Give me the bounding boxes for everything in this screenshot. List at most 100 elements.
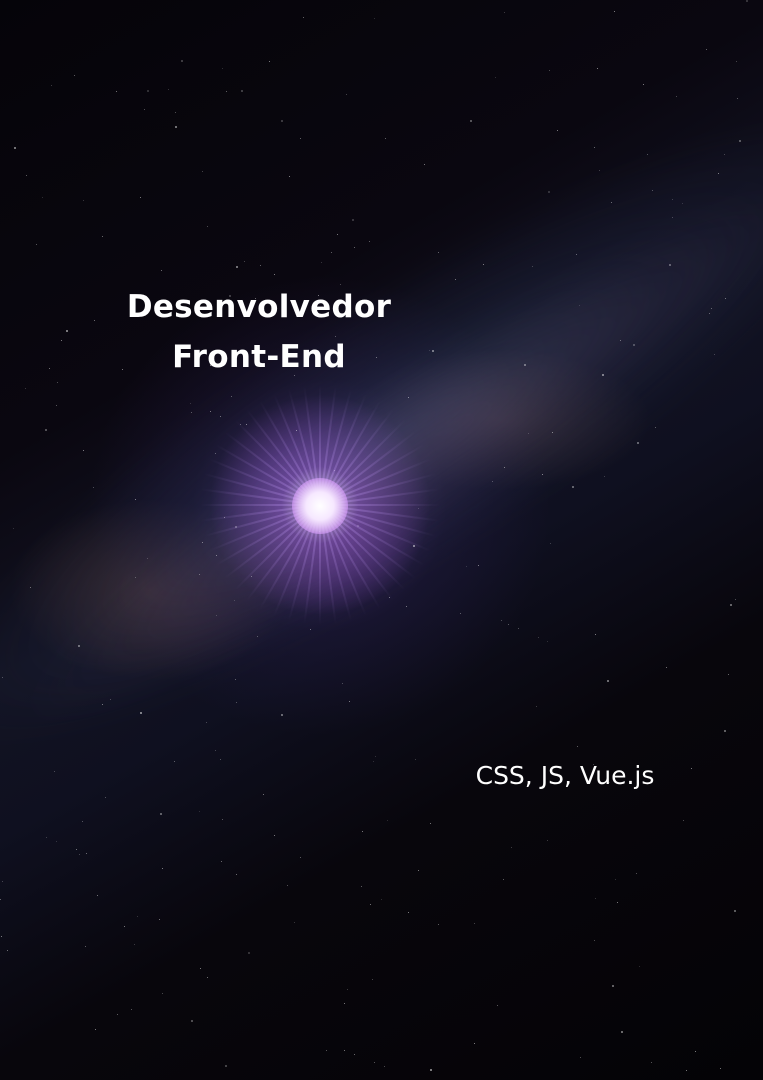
star-dot (508, 624, 509, 625)
star-dot (281, 120, 283, 122)
star-dot (672, 199, 673, 200)
star-dot (210, 411, 211, 412)
star-dot (257, 636, 258, 637)
star-dot (161, 270, 162, 271)
star-dot (122, 369, 123, 370)
star-dot (191, 412, 192, 413)
star-dot (736, 61, 737, 62)
star-dot (536, 706, 537, 707)
star-dot (274, 274, 275, 275)
star-dot (720, 1068, 721, 1069)
star-dot (159, 919, 160, 920)
star-dot (349, 701, 350, 702)
star-dot (56, 841, 57, 842)
star-dot (26, 175, 27, 176)
star-dot (160, 813, 162, 815)
star-dot (241, 90, 243, 92)
star-dot (344, 1003, 345, 1004)
star-dot (181, 60, 183, 62)
star-dot (340, 284, 341, 285)
star-dot (432, 350, 434, 352)
star-dot (547, 641, 548, 642)
star-dot (175, 126, 177, 128)
star-dot (191, 1020, 193, 1022)
star-dot (105, 797, 106, 798)
star-dot (547, 840, 548, 841)
star-dot (137, 916, 138, 917)
star-dot (594, 940, 595, 941)
star-dot (234, 600, 235, 601)
star-dot (511, 847, 512, 848)
poster-title: Desenvolvedor Front-End (100, 282, 418, 382)
star-dot (595, 634, 596, 635)
star-dot (746, 0, 748, 2)
star-dot (532, 266, 533, 267)
star-dot (438, 252, 439, 253)
star-dot (56, 405, 57, 406)
star-dot (470, 120, 472, 122)
star-dot (231, 396, 232, 397)
star-dot (460, 613, 461, 614)
star-dot (210, 365, 211, 366)
star-dot (251, 576, 252, 577)
star-dot (438, 924, 439, 925)
star-dot (97, 895, 98, 896)
star-dot (346, 94, 347, 95)
star-dot (637, 442, 639, 444)
star-dot (572, 486, 574, 488)
star-dot (174, 761, 175, 762)
star-dot (724, 730, 726, 732)
star-dot (369, 241, 370, 242)
star-dot (202, 171, 203, 172)
star-dot (633, 344, 635, 346)
star-dot (285, 296, 286, 297)
star-dot (711, 308, 712, 309)
star-dot (25, 388, 26, 389)
star-dot (593, 764, 594, 765)
star-dot (131, 1009, 132, 1010)
star-dot (46, 837, 47, 838)
star-dot (384, 1066, 385, 1067)
star-dot (326, 1050, 327, 1051)
star-dot (147, 90, 149, 92)
star-dot (222, 68, 223, 69)
star-dot (2, 677, 3, 678)
star-dot (599, 170, 600, 171)
star-dot (0, 899, 1, 900)
star-dot (66, 330, 68, 332)
star-dot (709, 313, 710, 314)
star-dot (620, 340, 621, 341)
star-dot (310, 629, 311, 630)
star-dot (611, 202, 612, 203)
star-dot (643, 84, 644, 85)
star-dot (361, 886, 362, 887)
star-dot (373, 761, 374, 762)
star-dot (739, 140, 741, 142)
star-dot (215, 453, 216, 454)
star-dot (110, 699, 111, 700)
star-dot (504, 12, 505, 13)
star-dot (51, 85, 52, 86)
star-dot (78, 645, 80, 647)
star-dot (576, 254, 577, 255)
star-dot (362, 831, 363, 832)
star-dot (518, 628, 519, 629)
star-dot (387, 820, 388, 821)
star-dot (260, 265, 261, 266)
star-dot (609, 782, 610, 783)
star-dot (221, 861, 222, 862)
star-dot (737, 98, 738, 99)
bright-star-core (292, 478, 348, 534)
star-dot (418, 508, 419, 509)
star-dot (318, 295, 319, 296)
star-dot (134, 944, 135, 945)
star-dot (636, 873, 637, 874)
star-dot (381, 899, 382, 900)
star-dot (95, 1029, 96, 1030)
star-dot (686, 1070, 687, 1071)
star-dot (557, 130, 558, 131)
star-dot (79, 854, 80, 855)
star-dot (430, 823, 431, 824)
star-dot (287, 885, 288, 886)
